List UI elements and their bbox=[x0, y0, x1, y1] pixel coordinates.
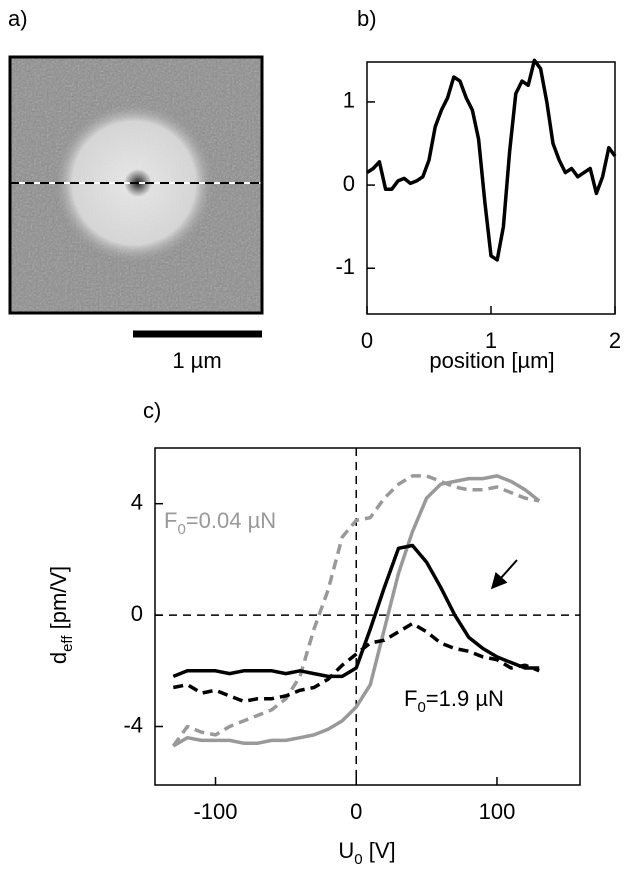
panel-label: b) bbox=[357, 6, 377, 31]
y-tick-label: -1 bbox=[335, 254, 355, 279]
series-line bbox=[172, 543, 540, 679]
x-tick-label: 1 bbox=[485, 328, 497, 353]
plot-frame bbox=[366, 61, 616, 315]
y-tick-label: 1 bbox=[343, 88, 355, 113]
plot-frame bbox=[154, 447, 581, 786]
scale-bar-label: 1 µm bbox=[172, 348, 221, 373]
annotation: F0=0.04 µN bbox=[164, 508, 276, 539]
annotation-main: F bbox=[404, 686, 417, 711]
annotation-sub: 0 bbox=[177, 521, 185, 538]
x-axis-label-rest: [V] bbox=[363, 838, 396, 863]
y-axis-label-main: d bbox=[46, 652, 71, 664]
x-tick-label: 100 bbox=[479, 799, 516, 824]
annotation-main: F bbox=[164, 508, 177, 533]
series-line bbox=[172, 621, 540, 704]
y-tick-label: 4 bbox=[131, 490, 143, 515]
x-axis-label: U0 [V] bbox=[338, 838, 395, 869]
y-tick-label: 0 bbox=[343, 171, 355, 196]
x-tick-label: 2 bbox=[609, 328, 621, 353]
panel-label: c) bbox=[143, 398, 161, 423]
annotation-rest: =0.04 µN bbox=[186, 508, 276, 533]
y-tick-label: -4 bbox=[123, 712, 143, 737]
y-axis-label: deff [pm/V] bbox=[46, 566, 77, 664]
image-frame bbox=[8, 55, 264, 315]
x-axis-label: position [µm] bbox=[429, 348, 554, 373]
micrograph bbox=[8, 55, 264, 315]
series-line bbox=[172, 474, 541, 748]
x-tick-label: 0 bbox=[350, 799, 362, 824]
x-axis-label-sub: 0 bbox=[354, 851, 362, 868]
annotation-rest: =1.9 µN bbox=[426, 686, 504, 711]
y-axis-label-sub: eff bbox=[59, 635, 76, 652]
arrow bbox=[490, 559, 518, 590]
x-tick-label: 0 bbox=[361, 328, 373, 353]
annotation-sub: 0 bbox=[417, 699, 425, 716]
x-tick-label: -100 bbox=[193, 799, 237, 824]
series-line bbox=[171, 474, 540, 748]
annotation: F0=1.9 µN bbox=[404, 686, 504, 717]
x-axis-label-main: U bbox=[338, 838, 354, 863]
series-line bbox=[366, 58, 617, 262]
panel-label: a) bbox=[8, 6, 28, 31]
y-axis-label-rest: [pm/V] bbox=[46, 566, 71, 636]
y-tick-label: 0 bbox=[131, 601, 143, 626]
